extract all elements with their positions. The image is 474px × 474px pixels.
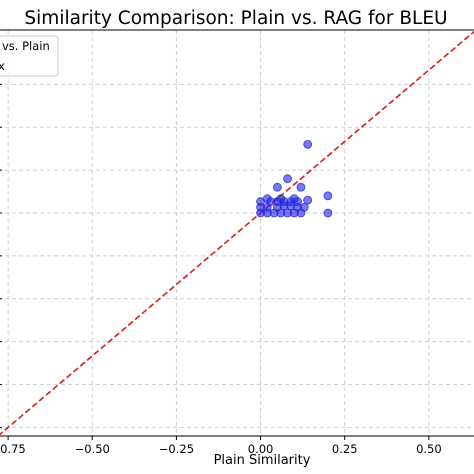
identity-reference-line xyxy=(0,30,474,436)
x-tick-label: 0.00 xyxy=(248,442,274,456)
scatter-point xyxy=(283,174,292,184)
scatter-point xyxy=(296,208,306,218)
scatter-point xyxy=(296,182,306,192)
x-tick-label: −0.75 xyxy=(0,442,26,456)
x-tick-label: 0.50 xyxy=(416,442,442,456)
scatter-point xyxy=(323,191,333,201)
legend-box xyxy=(0,35,59,77)
scatter-point xyxy=(272,182,282,192)
grid-lines xyxy=(0,30,474,436)
legend: vs. Plain x xyxy=(0,35,59,77)
x-tick-label: −0.25 xyxy=(159,442,194,456)
scatter-point xyxy=(303,139,313,149)
x-tick-label: −0.50 xyxy=(75,442,110,456)
scatter-point xyxy=(323,208,333,218)
plot-frame xyxy=(0,29,474,437)
chart-title: Similarity Comparison: Plain vs. RAG for… xyxy=(24,8,447,29)
legend-label-x: x xyxy=(0,59,5,73)
legend-label-plain: vs. Plain xyxy=(2,39,50,53)
x-tick-label: 0.25 xyxy=(332,442,358,456)
data-points xyxy=(256,139,333,218)
reference-line-group xyxy=(0,30,474,436)
x-ticks: −0.75 −0.50 −0.25 0.00 0.25 0.50 xyxy=(0,83,442,456)
x-axis-label: Plain Similarity xyxy=(214,453,311,468)
scatter-point xyxy=(303,195,313,205)
